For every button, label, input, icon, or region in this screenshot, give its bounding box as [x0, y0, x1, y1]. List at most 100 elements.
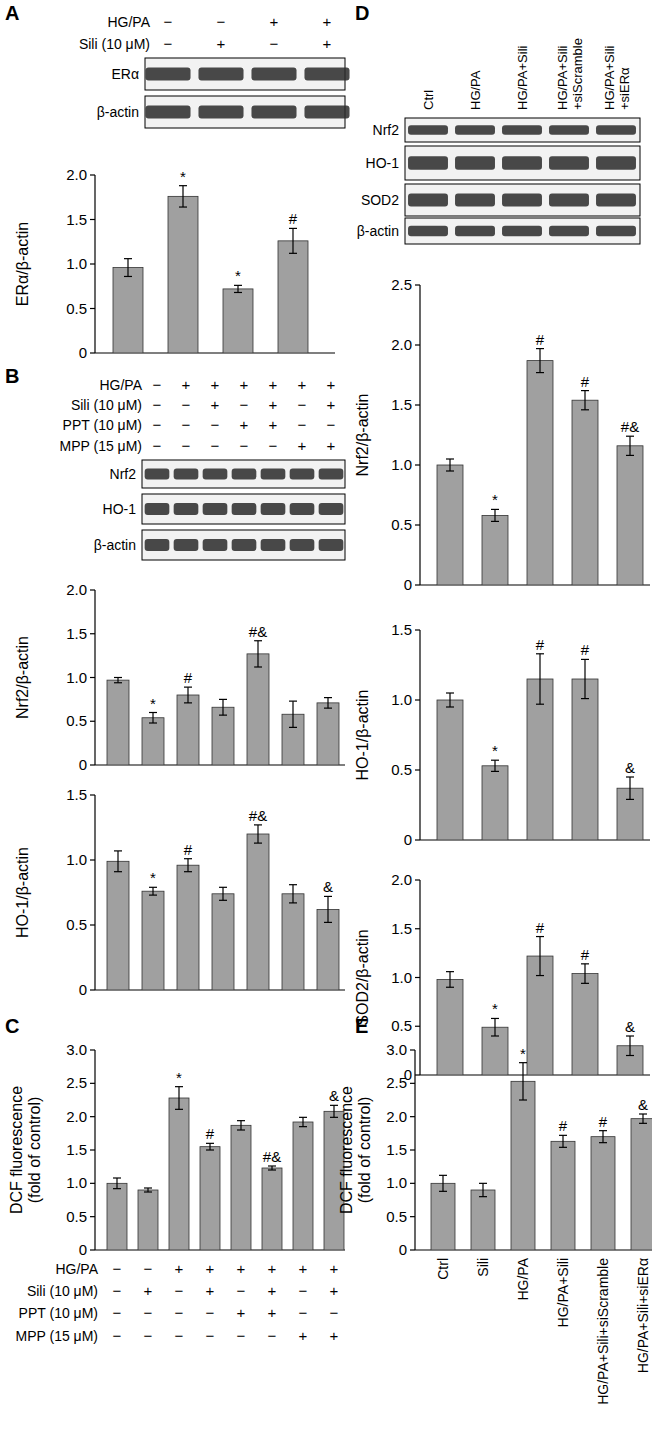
error-bar — [149, 887, 157, 895]
bar — [113, 268, 143, 353]
annotation: # — [184, 841, 193, 858]
error-cap — [491, 1035, 499, 1036]
condition-sign: − — [113, 1260, 122, 1277]
error-line — [127, 259, 128, 277]
error-line — [562, 1135, 563, 1147]
error-cap — [268, 1165, 276, 1166]
error-cap — [114, 871, 122, 872]
y-tick — [90, 1249, 95, 1250]
error-line — [292, 701, 293, 727]
error-cap — [626, 1035, 634, 1036]
bars — [431, 1063, 652, 1250]
annotation: # — [581, 641, 590, 658]
blot-band — [549, 156, 589, 170]
y-tick — [415, 404, 420, 405]
y-tick — [415, 769, 420, 770]
blot-band — [232, 539, 257, 551]
y-tick — [90, 989, 95, 990]
error-cap — [206, 1149, 214, 1150]
error-bar — [330, 1105, 338, 1117]
y-tick-label: 1.5 — [391, 396, 412, 413]
error-line — [117, 678, 118, 683]
condition-label: HG/PA — [99, 377, 142, 393]
y-label: (fold of control) — [356, 1097, 373, 1204]
error-cap — [184, 871, 192, 872]
condition-sign: − — [153, 416, 162, 433]
blot-band — [174, 468, 199, 479]
bars — [437, 937, 643, 1075]
y-tick-label: 1.5 — [66, 1141, 87, 1158]
condition-sign: − — [164, 35, 173, 52]
blot-band — [145, 468, 170, 479]
blot-band — [203, 503, 228, 515]
condition-sign: + — [330, 1260, 339, 1277]
condition-label: PPT (10 μM) — [63, 417, 142, 433]
condition-sign: + — [240, 416, 249, 433]
error-cap — [254, 842, 262, 843]
blot-band — [304, 106, 349, 119]
error-bar — [234, 285, 242, 292]
error-cap — [446, 987, 454, 988]
error-line — [187, 859, 188, 872]
annotation: & — [638, 1096, 648, 1113]
error-cap — [446, 458, 454, 459]
error-cap — [626, 436, 634, 437]
y-tick-label: 0 — [399, 1241, 407, 1258]
error-cap — [219, 699, 227, 700]
y-tick-label: 1.0 — [66, 255, 87, 272]
annotation: # — [559, 1117, 568, 1134]
error-cap — [330, 1117, 338, 1118]
condition-sign: + — [323, 35, 332, 52]
error-bar — [149, 713, 157, 724]
y-tick — [90, 308, 95, 309]
y-tick — [415, 464, 420, 465]
panel-letter: A — [5, 2, 19, 24]
blot-band — [502, 156, 542, 170]
bar — [142, 891, 164, 990]
error-cap — [289, 727, 297, 728]
error-cap — [581, 409, 589, 410]
y-tick — [90, 589, 95, 590]
error-cap — [599, 1142, 607, 1143]
condition-sign: + — [269, 416, 278, 433]
condition-sign: − — [270, 35, 279, 52]
error-bar — [268, 1166, 276, 1170]
error-cap — [114, 682, 122, 683]
y-tick-label: 0.5 — [386, 1208, 407, 1225]
blot-band — [319, 539, 344, 551]
error-cap — [639, 1113, 647, 1114]
error-bar — [446, 459, 454, 471]
condition-label: Sili (10 μM) — [79, 36, 150, 52]
condition-sign: − — [211, 437, 220, 454]
lane-label: Ctrl — [421, 90, 436, 110]
lane-label: +siERα — [617, 67, 632, 110]
category-label: Sili — [475, 1258, 491, 1277]
bars — [437, 349, 643, 585]
blot-band — [261, 468, 286, 479]
error-cap — [446, 706, 454, 707]
condition-sign: − — [153, 437, 162, 454]
error-line — [494, 760, 495, 771]
condition-sign: + — [270, 13, 279, 30]
blot-band — [203, 468, 228, 479]
y-tick-label: 1.5 — [66, 625, 87, 642]
y-tick — [90, 1183, 95, 1184]
blot-label: HO-1 — [366, 155, 400, 171]
category-label: HG/PA — [515, 1257, 531, 1300]
error-line — [333, 1105, 334, 1117]
error-cap — [626, 799, 634, 800]
figure: A00.51.01.52.0ERα/β-actin**#HG/PA−−++Sil… — [0, 0, 655, 1453]
y-label: SOD2/β-actin — [354, 929, 371, 1025]
y-tick — [415, 284, 420, 285]
error-cap — [184, 687, 192, 688]
condition-sign: + — [240, 376, 249, 393]
bars — [437, 654, 643, 840]
blot-label: β-actin — [357, 223, 399, 239]
error-line — [209, 1143, 210, 1150]
error-cap — [626, 455, 634, 456]
error-cap — [254, 666, 262, 667]
error-cap — [234, 292, 242, 293]
y-tick — [90, 1216, 95, 1217]
y-label: Nrf2/β-actin — [354, 394, 371, 477]
error-cap — [536, 372, 544, 373]
